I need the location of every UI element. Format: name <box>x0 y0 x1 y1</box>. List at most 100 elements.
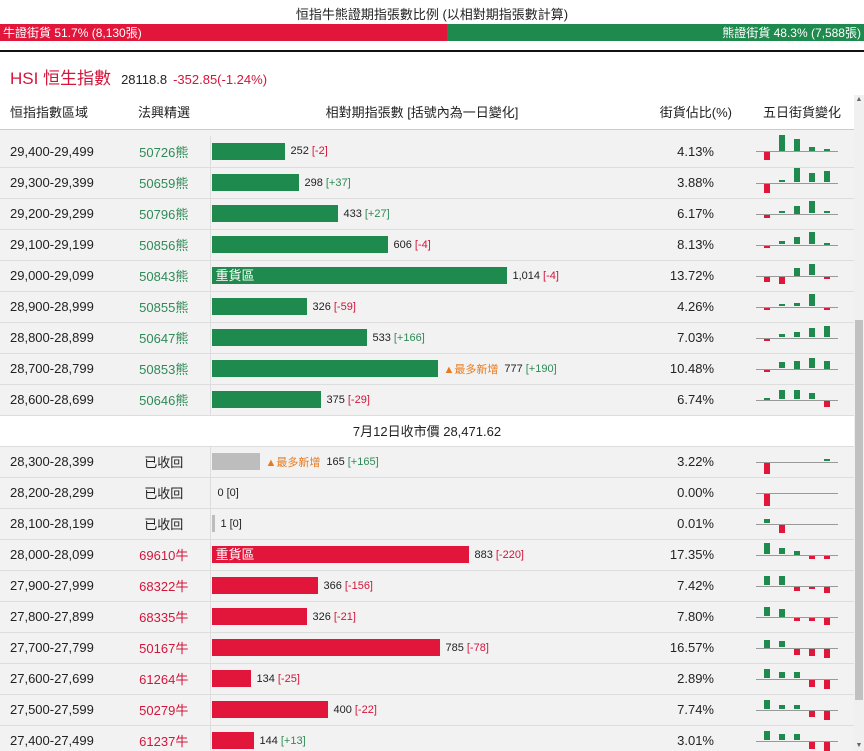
contracts-cell: 144 [+13] <box>210 725 634 751</box>
cbbc-table-container[interactable]: 恒指指數區域 法興精選 相對期指張數 [括號內為一日變化] 街貨佔比(%) 五日… <box>0 95 854 751</box>
share-percent: 3.88% <box>634 167 750 199</box>
contracts-bar-line: 785 [-78] <box>211 639 635 657</box>
table-row[interactable]: 29,200-29,299 50796熊 433 [+27] 6.17% <box>0 198 854 230</box>
table-row[interactable]: 28,600-28,699 50646熊 375 [-29] 6.74% <box>0 384 854 416</box>
sparkline-bar <box>779 672 785 679</box>
sparkline-bar <box>764 462 770 474</box>
table-row[interactable]: 28,100-28,199 已收回 1 [0] 0.01% <box>0 508 854 540</box>
share-percent: 13.72% <box>634 260 750 292</box>
sparkline-bar <box>824 211 830 214</box>
contracts-cell: 785 [-78] <box>210 632 635 664</box>
product-code-link[interactable]: 50647熊 <box>118 322 211 354</box>
scroll-up-arrow-icon[interactable]: ▲ <box>855 96 863 103</box>
sparkline-bar <box>794 672 800 679</box>
table-row[interactable]: 29,300-29,399 50659熊 298 [+37] 3.88% <box>0 167 854 199</box>
table-row[interactable]: 29,100-29,199 50856熊 606 [-4] 8.13% <box>0 229 854 261</box>
table-row[interactable]: 27,900-27,999 68322牛 366 [-156] 7.42% <box>0 570 854 602</box>
contracts-bar-line: ▲最多新增 165 [+165] <box>211 453 635 471</box>
table-row[interactable]: 28,700-28,799 50853熊 ▲最多新增 777 [+190] 10.48% <box>0 353 854 385</box>
range-cell: 27,700-27,799 <box>0 632 118 664</box>
sparkline-bar <box>809 648 815 656</box>
product-code-link[interactable]: 50726熊 <box>118 136 211 168</box>
sparkline-bar <box>764 307 770 310</box>
product-code-link[interactable]: 50843熊 <box>118 260 211 292</box>
product-code-link[interactable]: 50646熊 <box>118 384 211 416</box>
contracts-count: 134 <box>256 672 275 685</box>
scrollbar-thumb[interactable] <box>855 320 863 700</box>
table-row[interactable]: 27,700-27,799 50167牛 785 [-78] 16.57% <box>0 632 854 664</box>
contracts-bar <box>211 670 251 687</box>
product-code-link[interactable]: 50659熊 <box>118 167 211 199</box>
page-title: 恒指牛熊證期指張數比例 (以相對期指張數計算) <box>295 7 569 22</box>
sparkline-bar <box>794 139 800 152</box>
contracts-bar-line: 375 [-29] <box>211 391 635 409</box>
daily-change: [+166] <box>393 331 425 344</box>
contracts-count: 785 <box>445 641 464 654</box>
sparkline-bar <box>824 171 830 183</box>
sparkline-bar <box>779 334 785 338</box>
sparkline-bar <box>764 543 770 555</box>
close-price-label: 7月12日收市價 28,471.62 <box>0 415 854 447</box>
daily-change: [-25] <box>277 672 300 685</box>
share-percent: 3.01% <box>634 725 750 751</box>
close-price-row: 7月12日收市價 28,471.62 <box>0 415 854 447</box>
range-cell: 28,200-28,299 <box>0 477 118 509</box>
five-day-cell <box>750 508 854 540</box>
scroll-down-arrow-icon[interactable]: ▼ <box>855 742 863 749</box>
sparkline-baseline <box>756 492 838 494</box>
product-code-link[interactable]: 50167牛 <box>118 632 211 664</box>
five-day-sparkline <box>756 664 838 694</box>
table-row[interactable]: 29,000-29,099 50843熊 重貨區 1,014 [-4] 13.72% <box>0 260 854 292</box>
five-day-sparkline <box>756 602 838 632</box>
table-row[interactable]: 28,800-28,899 50647熊 533 [+166] 7.03% <box>0 322 854 354</box>
sparkline-bar <box>794 704 800 710</box>
contracts-bar-line: 144 [+13] <box>211 732 635 750</box>
sparkline-bar <box>764 397 770 400</box>
five-day-cell <box>750 135 854 168</box>
table-row[interactable]: 29,400-29,499 50726熊 252 [-2] 4.13% <box>0 135 854 168</box>
product-code-link[interactable]: 69610牛 <box>118 539 211 571</box>
sparkline-bar <box>764 668 770 679</box>
product-code-link: 已收回 <box>118 477 211 509</box>
sparkline-bar <box>809 555 815 559</box>
table-row[interactable]: 27,600-27,699 61264牛 134 [-25] 2.89% <box>0 663 854 695</box>
product-code-link[interactable]: 68322牛 <box>118 570 211 602</box>
product-code-link[interactable]: 68335牛 <box>118 601 211 633</box>
product-code-link[interactable]: 50853熊 <box>118 353 211 385</box>
vertical-scrollbar[interactable]: ▲ ▼ <box>854 95 864 751</box>
table-row[interactable]: 28,000-28,099 69610牛 重貨區 883 [-220] 17.35% <box>0 539 854 571</box>
table-row[interactable]: 27,500-27,599 50279牛 400 [-22] 7.74% <box>0 694 854 726</box>
sparkline-bar <box>764 214 770 218</box>
contracts-count: 400 <box>333 703 352 716</box>
product-code-link[interactable]: 50856熊 <box>118 229 211 261</box>
sparkline-bar <box>809 393 815 400</box>
daily-change: [-4] <box>414 238 431 251</box>
contracts-bar <box>211 515 215 532</box>
table-row[interactable]: 27,400-27,499 61237牛 144 [+13] 3.01% <box>0 725 854 751</box>
range-cell: 29,200-29,299 <box>0 198 118 230</box>
sparkline-baseline <box>756 709 838 711</box>
five-day-sparkline <box>756 509 838 539</box>
five-day-sparkline <box>756 633 838 663</box>
contracts-bar: 重貨區 <box>211 267 507 284</box>
product-code-link: 已收回 <box>118 508 211 540</box>
five-day-cell <box>750 167 854 199</box>
product-code-link[interactable]: 61237牛 <box>118 725 211 751</box>
contracts-bar-line: 重貨區 883 [-220] <box>211 546 635 564</box>
table-row[interactable]: 28,300-28,399 已收回 ▲最多新增 165 [+165] 3.22% <box>0 446 854 478</box>
five-day-cell <box>750 725 854 751</box>
table-body: 29,400-29,499 50726熊 252 [-2] 4.13% 29,300-29… <box>0 129 854 751</box>
five-day-sparkline <box>756 540 838 570</box>
product-code-link[interactable]: 50279牛 <box>118 694 211 726</box>
sparkline-bar <box>779 211 785 214</box>
table-row[interactable]: 27,800-27,899 68335牛 326 [-21] 7.80% <box>0 601 854 633</box>
range-cell: 27,600-27,699 <box>0 663 118 695</box>
share-percent: 4.26% <box>634 291 750 323</box>
share-percent: 16.57% <box>634 632 750 664</box>
product-code-link[interactable]: 61264牛 <box>118 663 211 695</box>
range-cell: 29,400-29,499 <box>0 136 118 168</box>
table-row[interactable]: 28,900-28,999 50855熊 326 [-59] 4.26% <box>0 291 854 323</box>
product-code-link[interactable]: 50796熊 <box>118 198 211 230</box>
product-code-link[interactable]: 50855熊 <box>118 291 211 323</box>
table-row[interactable]: 28,200-28,299 已收回 0 [0] 0.00% <box>0 477 854 509</box>
